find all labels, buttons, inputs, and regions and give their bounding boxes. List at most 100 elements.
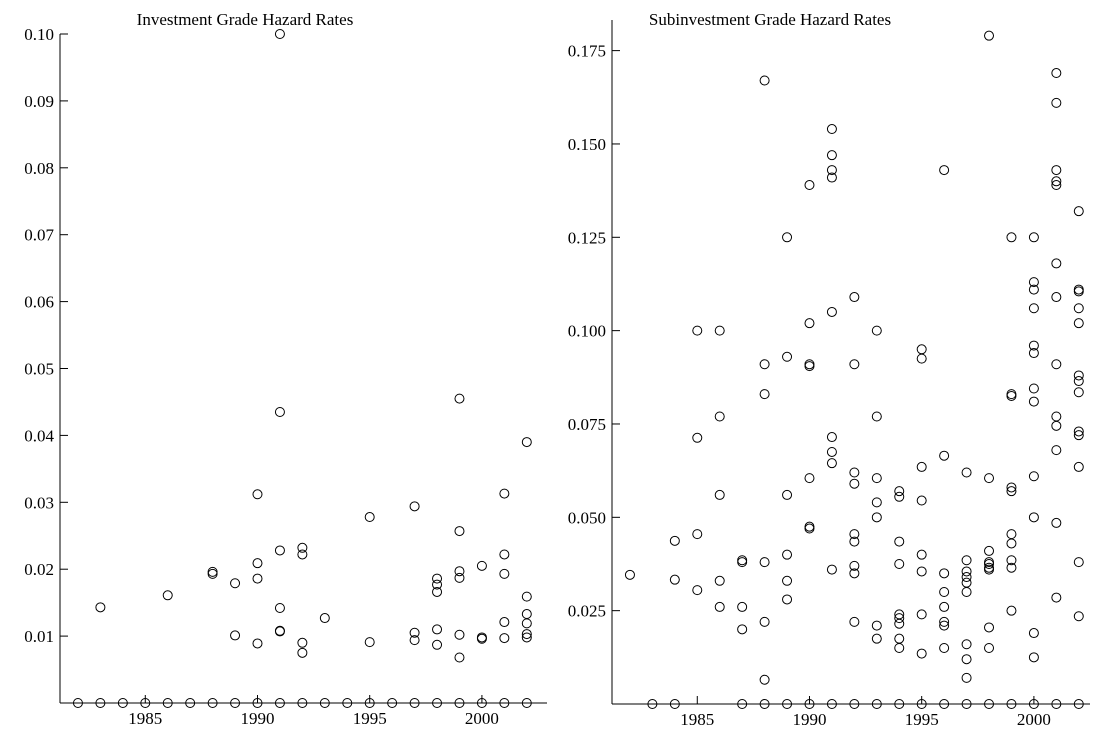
scatter-point xyxy=(849,560,860,571)
scatter-point xyxy=(871,497,882,508)
x-tick-label: 1995 xyxy=(353,709,387,728)
scatter-point xyxy=(714,575,725,586)
scatter-point xyxy=(1006,390,1017,401)
scatter-point xyxy=(476,560,487,571)
scatter-point xyxy=(894,486,905,497)
scatter-point xyxy=(1073,426,1084,437)
scatter-point xyxy=(274,603,285,614)
scatter-point xyxy=(1073,387,1084,398)
scatter-point xyxy=(1051,165,1062,176)
scatter-point xyxy=(961,672,972,683)
scatter-point xyxy=(961,555,972,566)
scatter-point xyxy=(1028,303,1039,314)
scatter-point xyxy=(737,555,748,566)
scatter-point xyxy=(1051,445,1062,456)
scatter-point xyxy=(1006,605,1017,616)
scatter-point xyxy=(916,699,927,709)
chart-title: Investment Grade Hazard Rates xyxy=(137,10,354,29)
scatter-point xyxy=(1073,376,1084,387)
scatter-point xyxy=(894,699,905,709)
scatter-point xyxy=(432,573,443,584)
scatter-point xyxy=(1028,652,1039,663)
scatter-point xyxy=(1051,420,1062,431)
scatter-point xyxy=(1073,699,1084,709)
scatter-point xyxy=(1028,396,1039,407)
scatter-point xyxy=(782,489,793,500)
scatter-point xyxy=(714,601,725,612)
scatter-point xyxy=(916,344,927,355)
scatter-point xyxy=(939,586,950,597)
scatter-point xyxy=(849,292,860,303)
scatter-point xyxy=(782,549,793,560)
scatter-point xyxy=(1073,303,1084,314)
scatter-point xyxy=(1006,699,1017,709)
scatter-point xyxy=(274,545,285,556)
scatter-point xyxy=(916,549,927,560)
scatter-point xyxy=(319,613,330,624)
scatter-point xyxy=(737,601,748,612)
scatter-point xyxy=(692,325,703,336)
scatter-point xyxy=(1028,383,1039,394)
scatter-point xyxy=(961,572,972,583)
y-tick-label: 0.100 xyxy=(568,322,606,341)
scatter-point xyxy=(162,698,173,708)
scatter-point xyxy=(319,698,330,708)
scatter-point xyxy=(252,489,263,500)
scatter-point xyxy=(364,512,375,523)
y-tick-label: 0.06 xyxy=(24,293,54,312)
scatter-point xyxy=(647,699,658,709)
scatter-point xyxy=(432,579,443,590)
scatter-point xyxy=(826,458,837,469)
y-tick-label: 0.150 xyxy=(568,135,606,154)
scatter-point xyxy=(1051,517,1062,528)
scatter-point xyxy=(521,632,532,643)
scatter-point xyxy=(1006,482,1017,493)
scatter-point xyxy=(759,557,770,568)
scatter-point xyxy=(454,393,465,404)
scatter-point xyxy=(804,318,815,329)
scatter-point xyxy=(669,574,680,585)
scatter-point xyxy=(916,353,927,364)
scatter-point xyxy=(826,432,837,443)
scatter-point xyxy=(297,647,308,658)
scatter-point xyxy=(1051,699,1062,709)
scatter-point xyxy=(207,568,218,579)
scatter-point xyxy=(782,575,793,586)
scatter-point xyxy=(432,639,443,650)
scatter-point xyxy=(1051,176,1062,187)
scatter-point xyxy=(961,467,972,478)
scatter-point xyxy=(916,495,927,506)
y-tick-label: 0.08 xyxy=(24,159,54,178)
scatter-point xyxy=(984,699,995,709)
x-tick-label: 1990 xyxy=(792,710,826,729)
scatter-point xyxy=(1006,555,1017,566)
y-tick-label: 0.07 xyxy=(24,226,54,245)
scatter-point xyxy=(499,488,510,499)
scatter-point xyxy=(782,594,793,605)
scatter-point xyxy=(759,75,770,86)
scatter-point xyxy=(871,620,882,631)
scatter-point xyxy=(1006,529,1017,540)
scatter-point xyxy=(939,620,950,631)
scatter-point xyxy=(252,698,263,708)
scatter-point xyxy=(692,585,703,596)
scatter-point xyxy=(230,698,241,708)
scatter-point xyxy=(252,573,263,584)
scatter-point xyxy=(849,529,860,540)
scatter-point xyxy=(297,698,308,708)
scatter-point xyxy=(1006,562,1017,573)
scatter-point xyxy=(826,446,837,457)
y-tick-label: 0.03 xyxy=(24,493,54,512)
scatter-point xyxy=(961,639,972,650)
scatter-point xyxy=(714,489,725,500)
x-tick-label: 1990 xyxy=(240,709,274,728)
scatter-point xyxy=(669,535,680,546)
scatter-point xyxy=(95,602,106,613)
scatter-point xyxy=(274,29,285,39)
scatter-point xyxy=(454,566,465,577)
scatter-point xyxy=(894,558,905,569)
scatter-point xyxy=(1073,318,1084,329)
scatter-point xyxy=(984,30,995,41)
scatter-point xyxy=(984,545,995,556)
scatter-point xyxy=(871,325,882,336)
